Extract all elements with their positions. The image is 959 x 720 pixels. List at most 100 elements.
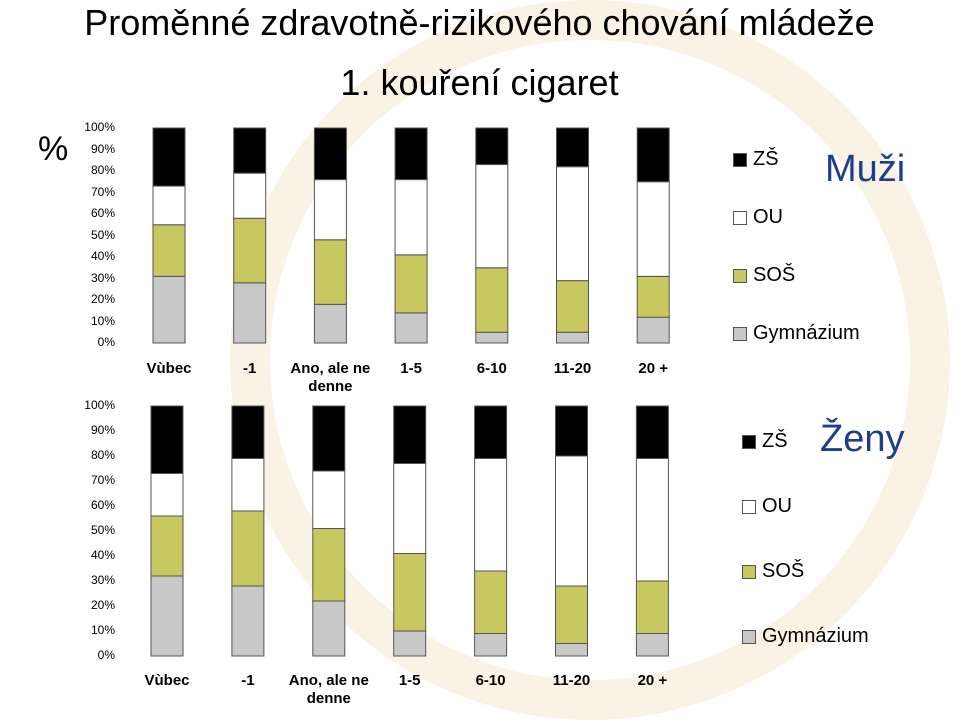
bar-segment-ou: [475, 164, 509, 269]
y-tick-label: 0%: [97, 335, 115, 349]
bar-segment-ou: [556, 166, 589, 282]
y-tick-label: 80%: [90, 448, 115, 462]
page-subtitle: 1. kouření cigaret: [340, 62, 619, 103]
legend-item-zš: ZŠ: [742, 430, 788, 453]
bar-segment-zš: [635, 405, 669, 459]
y-tick-label: 100%: [84, 398, 115, 412]
bar-segment-zš: [556, 127, 589, 168]
category-label: Ano, ale ne denne: [288, 672, 369, 707]
category-label: 6-10: [476, 360, 507, 377]
legend-swatch: [733, 152, 747, 167]
bar-segment-zš: [475, 127, 509, 166]
y-tick-label: 50%: [90, 523, 115, 537]
legend-item-zš: ZŠ: [733, 148, 779, 171]
bar-segment-soš: [313, 239, 347, 305]
bar-segment-gymnázium: [312, 600, 346, 657]
y-tick-label: 70%: [90, 473, 115, 487]
y-tick-label: 50%: [90, 227, 115, 242]
y-tick-label: 90%: [90, 423, 115, 437]
bar-segment-zš: [636, 127, 670, 183]
legend-label: ZŠ: [762, 430, 788, 452]
legend-item-ou: OU: [742, 495, 792, 518]
bar-segment-gymnázium: [556, 331, 589, 344]
bar-segment-ou: [555, 455, 588, 587]
legend-item-gymnázium: Gymnázium: [733, 322, 860, 345]
category-label: Vùbec: [146, 360, 192, 377]
bar-segment-ou: [152, 185, 186, 226]
bar-segment-soš: [393, 553, 427, 632]
y-tick-label: 90%: [90, 141, 115, 156]
legend-label: OU: [762, 495, 792, 517]
category-label: Ano, ale ne denne: [290, 360, 371, 395]
bar-segment-gymnázium: [475, 331, 509, 344]
bar-segment-ou: [233, 172, 267, 219]
bar-segment-ou: [393, 463, 427, 554]
bar-segment-zš: [152, 127, 186, 187]
bar-segment-soš: [152, 224, 186, 277]
category-label: -1: [241, 672, 255, 689]
bar-segment-gymnázium: [393, 630, 427, 657]
legend-item-soš: SOŠ: [742, 560, 804, 583]
bar-segment-zš: [150, 405, 184, 474]
legend-swatch: [742, 564, 756, 579]
legend-swatch: [742, 629, 756, 644]
bar-segment-gymnázium: [152, 275, 186, 344]
bar-segment-soš: [635, 580, 669, 634]
bar-segment-gymnázium: [635, 633, 669, 657]
chart-title-male: Muži: [825, 148, 906, 190]
y-tick-label: 40%: [90, 548, 115, 562]
y-tick-label: 30%: [90, 573, 115, 587]
category-label: 6-10: [475, 672, 506, 689]
category-label: 1-5: [398, 672, 421, 689]
category-label: 1-5: [400, 360, 422, 377]
bar-segment-soš: [636, 275, 670, 318]
y-unit-label: %: [38, 130, 69, 168]
y-tick-label: 0%: [97, 648, 115, 662]
bar-segment-ou: [313, 179, 347, 241]
bar-segment-gymnázium: [636, 316, 670, 344]
legend-label: SOŠ: [762, 560, 805, 582]
legend-swatch: [733, 268, 747, 283]
y-tick-label: 60%: [90, 498, 115, 512]
legend-swatch: [733, 326, 747, 341]
bar-segment-gymnázium: [394, 312, 428, 344]
bar-segment-soš: [474, 570, 508, 634]
y-tick-label: 80%: [90, 163, 115, 177]
bar-segment-soš: [394, 254, 428, 314]
bar-segment-zš: [313, 127, 347, 181]
bar-segment-ou: [474, 458, 508, 572]
y-tick-label: 40%: [90, 249, 115, 263]
bar-segment-soš: [231, 510, 265, 587]
legend-swatch: [742, 499, 756, 514]
y-tick-label: 100%: [84, 120, 115, 134]
legend-label: ZŠ: [753, 148, 779, 170]
bar-segment-soš: [312, 528, 346, 602]
bar-segment-soš: [233, 217, 267, 284]
category-label: 11-20: [553, 360, 592, 377]
category-label: 20 +: [638, 360, 668, 377]
bar-segment-gymnázium: [474, 633, 508, 657]
chart-title-female: Ženy: [820, 418, 905, 460]
y-tick-label: 10%: [90, 623, 115, 637]
page-title: Proměnné zdravotně-rizikového chování ml…: [84, 2, 875, 43]
bar-segment-gymnázium: [233, 282, 267, 344]
bar-segment-ou: [394, 179, 428, 256]
legend-label: OU: [753, 206, 783, 228]
bar-segment-soš: [555, 585, 588, 644]
bar-segment-zš: [233, 127, 267, 174]
bar-segment-zš: [555, 405, 588, 457]
bar-segment-ou: [636, 181, 670, 277]
category-label: 20 +: [637, 672, 668, 689]
y-tick-label: 10%: [90, 313, 115, 328]
y-tick-label: 20%: [90, 598, 115, 612]
bar-segment-ou: [312, 470, 346, 529]
bar-segment-gymnázium: [150, 575, 184, 657]
legend-swatch: [742, 434, 756, 449]
y-tick-label: 70%: [90, 184, 115, 199]
bar-segment-soš: [475, 267, 509, 333]
bar-segment-ou: [150, 473, 184, 517]
bar-segment-zš: [312, 405, 346, 472]
bar-segment-ou: [635, 458, 669, 582]
category-label: -1: [243, 360, 257, 377]
